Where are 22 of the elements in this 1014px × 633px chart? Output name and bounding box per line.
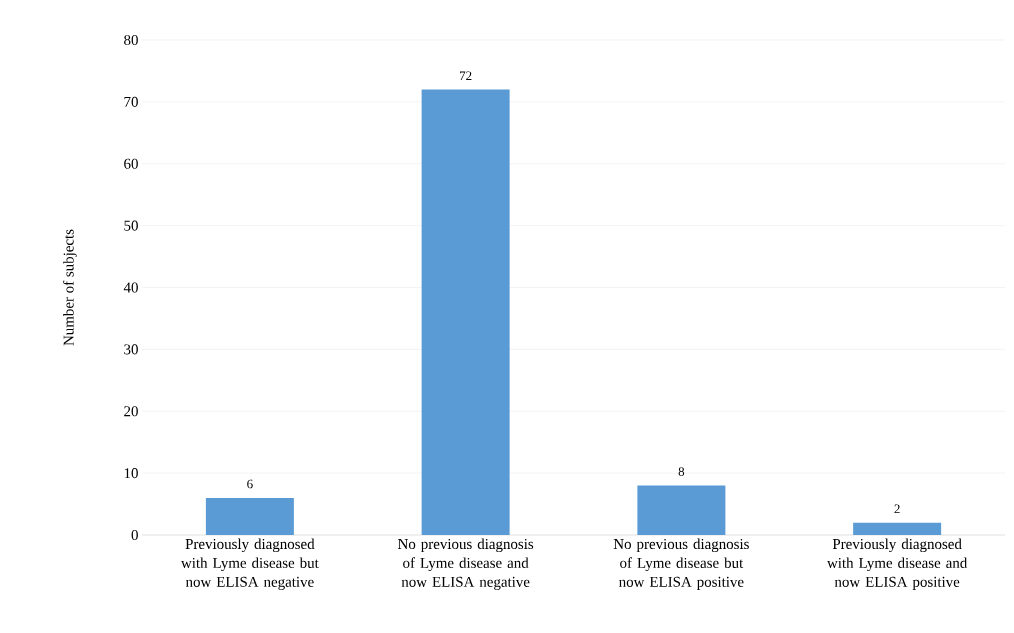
x-tick-label: No previous diagnosis of Lyme disease and now ELISA negative xyxy=(397,538,534,590)
y-tick-label: 60 xyxy=(124,158,138,169)
y-axis-title: Number of subjects xyxy=(63,229,77,346)
data-label: 6 xyxy=(247,479,253,489)
y-tick-label: 40 xyxy=(123,282,138,293)
bar xyxy=(205,497,294,535)
bar xyxy=(637,485,726,535)
bar xyxy=(421,89,510,535)
y-tick-label: 70 xyxy=(124,96,138,107)
y-tick-label: 50 xyxy=(124,220,138,231)
data-label: 8 xyxy=(678,467,685,476)
x-tick-label: Previously diagnosed with Lyme disease and now ELISA positive xyxy=(827,538,968,590)
y-tick-label: 10 xyxy=(124,468,138,479)
data-label: 2 xyxy=(894,504,900,514)
y-tick-label: 20 xyxy=(124,406,138,417)
data-label: 72 xyxy=(460,71,472,80)
x-tick-label: Previously diagnosed with Lyme disease but now ELISA negative xyxy=(180,538,319,590)
bar xyxy=(853,522,942,535)
y-tick-label: 80 xyxy=(124,34,138,46)
x-tick-label: No previous diagnosis of Lyme disease but now ELISA positive xyxy=(613,538,749,590)
y-tick-label: 30 xyxy=(124,344,138,355)
y-tick-label: 0 xyxy=(131,529,138,541)
